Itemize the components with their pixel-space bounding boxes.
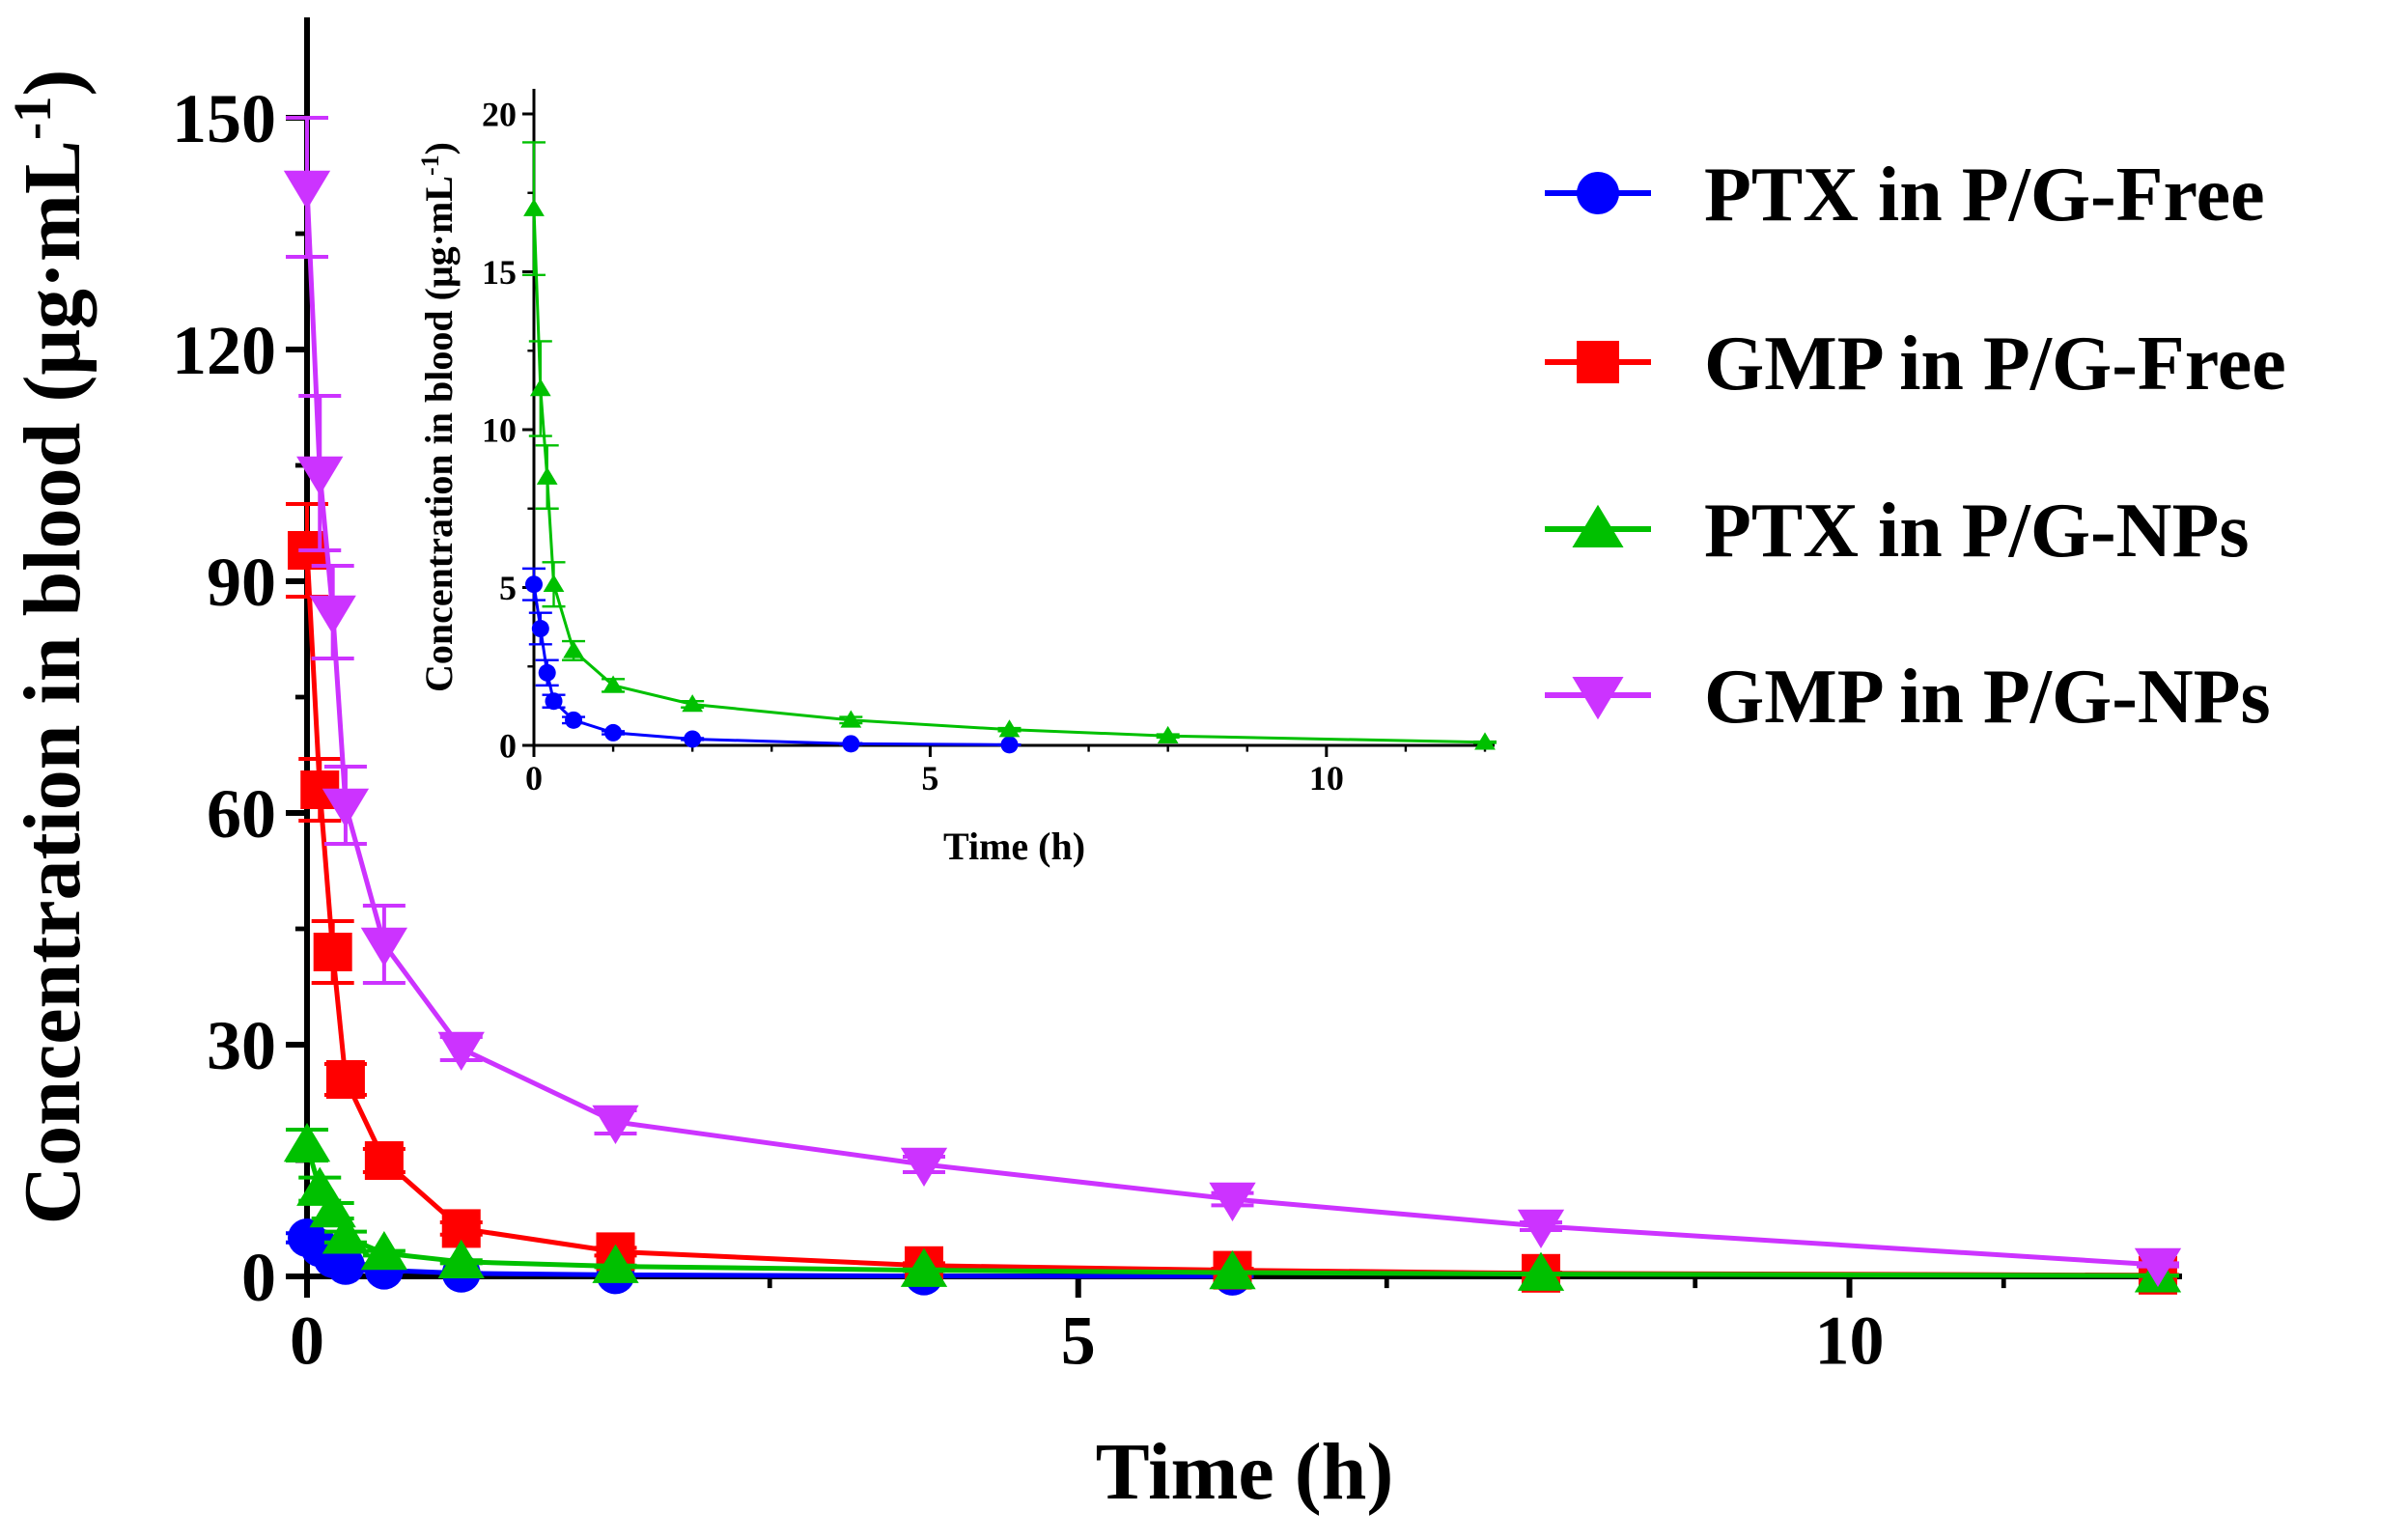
main-data-point: [322, 1215, 370, 1254]
legend: PTX in P/G-Free GMP in P/G-Free PTX in P/G…: [1545, 153, 2286, 740]
inset-series-line: [532, 209, 1486, 744]
inset-y-tick-label: 15: [482, 253, 517, 292]
inset-data-point: [538, 663, 556, 682]
main-data-point: [296, 456, 344, 495]
inset-x-tick-label: 0: [525, 759, 543, 798]
main-y-axis-title-sup: -1: [3, 97, 62, 140]
inset-data-point: [529, 378, 551, 397]
main-y-tick-label: 0: [241, 1239, 276, 1316]
inset-axes: 0 5 10 15 20 0 5 10 Time (h) Concentration in blo…: [416, 89, 1495, 868]
inset-y-tick-label: 20: [482, 96, 517, 134]
main-data-point: [360, 927, 408, 966]
main-series-1: [286, 502, 2179, 1295]
inset-y-tick-label: 0: [499, 727, 517, 766]
inset-data-point: [840, 710, 862, 728]
legend-label: GMP in P/G-Free: [1704, 322, 2286, 406]
main-data-point: [325, 1246, 365, 1285]
inset-data-point: [1000, 736, 1019, 754]
inset-y-tick-label: 5: [499, 569, 517, 607]
main-data-point: [900, 1247, 948, 1287]
main-data-point: [360, 1231, 408, 1271]
inset-data-point: [842, 735, 860, 753]
main-data-point: [900, 1147, 948, 1187]
main-y-axis-title-close: ): [8, 70, 98, 97]
main-data-point: [592, 1244, 639, 1283]
legend-swatch-marker: [1572, 504, 1624, 547]
main-series-group: [283, 116, 2182, 1296]
inset-data-point: [998, 719, 1021, 738]
inset-data-point: [565, 711, 583, 729]
inset-data-point: [536, 466, 558, 485]
main-y-tick-label: 90: [207, 544, 276, 621]
legend-item-1: GMP in P/G-Free: [1545, 322, 2286, 406]
legend-item-0: PTX in P/G-Free: [1545, 153, 2265, 238]
main-series-3: [283, 116, 2182, 1287]
legend-item-3: GMP in P/G-NPs: [1545, 655, 2271, 740]
inset-y-axis-title: Concentration in blood (μg·mL-1): [416, 142, 462, 692]
main-x-tick-label: 10: [1815, 1302, 1885, 1379]
main-data-point: [283, 170, 331, 210]
inset-data-point: [531, 620, 549, 638]
main-data-point: [364, 1141, 404, 1180]
inset-data-point: [525, 575, 543, 594]
inset-y-axis-title-main: Concentration in blood (μg·mL: [417, 176, 461, 692]
inset-data-point: [682, 694, 704, 713]
main-y-axis-title: Concentration in blood (μg·mL-1): [3, 70, 98, 1225]
inset-data-point: [604, 723, 623, 742]
inset-x-axis-title: Time (h): [943, 825, 1085, 868]
main-data-point: [325, 1060, 365, 1099]
main-data-point: [1209, 1250, 1256, 1290]
main-data-point: [322, 788, 370, 827]
legend-label: PTX in P/G-Free: [1704, 153, 2265, 238]
inset-data-point: [1474, 732, 1496, 750]
main-data-point: [1517, 1251, 1565, 1291]
legend-label: GMP in P/G-NPs: [1704, 655, 2271, 740]
main-data-point: [592, 1105, 639, 1144]
inset-series-group: [522, 141, 1497, 754]
main-x-tick-label: 0: [290, 1302, 324, 1379]
inset-x-tick-label: 10: [1309, 759, 1344, 798]
main-data-point: [2134, 1247, 2182, 1287]
inset-series-0: [522, 567, 1022, 754]
main-data-point: [437, 1239, 485, 1279]
inset-data-point: [602, 675, 624, 693]
inset-data-point: [543, 574, 565, 592]
inset-series-1: [522, 141, 1497, 750]
legend-item-2: PTX in P/G-NPs: [1545, 489, 2249, 574]
main-y-tick-label: 60: [207, 775, 276, 853]
legend-swatch-marker: [1577, 172, 1619, 214]
main-data-point: [437, 1031, 485, 1071]
main-data-point: [283, 1123, 331, 1162]
main-y-tick-label: 30: [207, 1007, 276, 1084]
inset-x-tick-label: 5: [921, 759, 938, 798]
inset-data-point: [545, 692, 563, 711]
inset-y-tick-label: 10: [482, 411, 517, 450]
legend-swatch-marker: [1577, 341, 1619, 383]
legend-label: PTX in P/G-NPs: [1704, 489, 2249, 574]
inset-y-axis-title-close: ): [417, 142, 461, 154]
legend-swatch-marker: [1572, 677, 1624, 720]
main-series-2: [283, 1123, 2182, 1293]
inset-y-axis-title-sup: -1: [416, 154, 444, 176]
main-y-tick-label: 120: [172, 312, 276, 389]
main-y-axis-title-main: Concentration in blood (μg·mL: [8, 140, 98, 1224]
main-data-point: [313, 933, 352, 971]
main-x-tick-label: 5: [1061, 1302, 1096, 1379]
inset-data-point: [563, 640, 584, 658]
main-data-point: [1209, 1182, 1256, 1221]
main-x-axis-title: Time (h): [1096, 1427, 1394, 1517]
main-y-tick-label: 150: [172, 80, 276, 157]
inset-data-point: [684, 730, 702, 748]
main-data-point: [309, 595, 356, 634]
inset-data-point: [1157, 725, 1179, 743]
inset-data-point: [523, 198, 545, 216]
main-data-point: [1517, 1209, 1565, 1248]
inset-series-line: [532, 584, 1010, 746]
